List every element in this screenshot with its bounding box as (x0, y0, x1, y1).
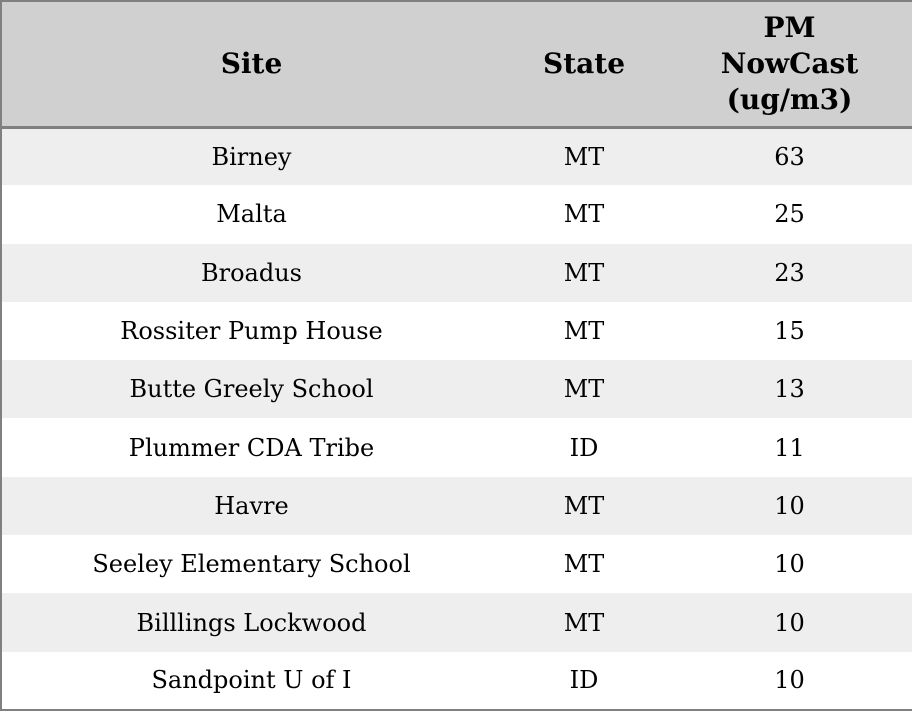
table-row: Billlings Lockwood MT 10 (1, 593, 912, 652)
cell-state: ID (569, 433, 599, 462)
cell-state: MT (563, 142, 605, 171)
cell-pm-nowcast: 25 (774, 200, 805, 229)
cell-site: Plummer CDA Tribe (128, 433, 375, 462)
table-row: Birney MT 63 (1, 127, 912, 186)
table-row: Malta MT 25 (1, 185, 912, 244)
cell-pm-nowcast: 11 (774, 433, 805, 462)
cell-site: Butte Greely School (129, 375, 374, 404)
cell-site: Birney (211, 142, 292, 171)
cell-pm-nowcast: 15 (774, 317, 805, 346)
cell-pm-nowcast: 23 (774, 258, 805, 287)
cell-state: MT (563, 258, 605, 287)
table-row: Sandpoint U of I ID 10 (1, 651, 912, 710)
cell-state: MT (563, 550, 605, 579)
column-header-pm-nowcast: PM NowCast (ug/m3) (667, 1, 912, 129)
cell-site: Malta (216, 200, 287, 229)
table-row: Broadus MT 23 (1, 243, 912, 302)
table-row: Plummer CDA Tribe ID 11 (1, 418, 912, 477)
table-header: Site State PM NowCast (ug/m3) (1, 1, 912, 129)
cell-state: MT (563, 608, 605, 637)
cell-site: Havre (214, 491, 289, 520)
cell-pm-nowcast: 10 (774, 491, 805, 520)
header-row: Site State PM NowCast (ug/m3) (1, 1, 912, 129)
cell-pm-nowcast: 10 (774, 608, 805, 637)
table-row: Butte Greely School MT 13 (1, 360, 912, 419)
cell-pm-nowcast: 63 (774, 142, 805, 171)
cell-pm-nowcast: 10 (774, 550, 805, 579)
column-header-state: State (501, 1, 667, 129)
cell-site: Rossiter Pump House (120, 317, 383, 346)
cell-site: Billlings Lockwood (136, 608, 367, 637)
table-row: Havre MT 10 (1, 476, 912, 536)
cell-state: ID (569, 666, 599, 695)
cell-pm-nowcast: 13 (774, 375, 805, 404)
cell-state: MT (563, 317, 605, 346)
cell-site: Seeley Elementary School (92, 550, 411, 579)
cell-state: MT (563, 375, 605, 404)
cell-site: Broadus (200, 258, 302, 287)
cell-state: MT (563, 491, 605, 520)
table-row: Seeley Elementary School MT 10 (1, 535, 912, 594)
table-body: Birney MT 63 Malta MT 25 Broadus MT 23 R… (1, 127, 912, 710)
table-row: Rossiter Pump House MT 15 (1, 301, 912, 361)
column-header-site: Site (1, 1, 501, 129)
cell-state: MT (563, 200, 605, 229)
cell-pm-nowcast: 10 (774, 666, 805, 695)
cell-site: Sandpoint U of I (151, 666, 352, 695)
